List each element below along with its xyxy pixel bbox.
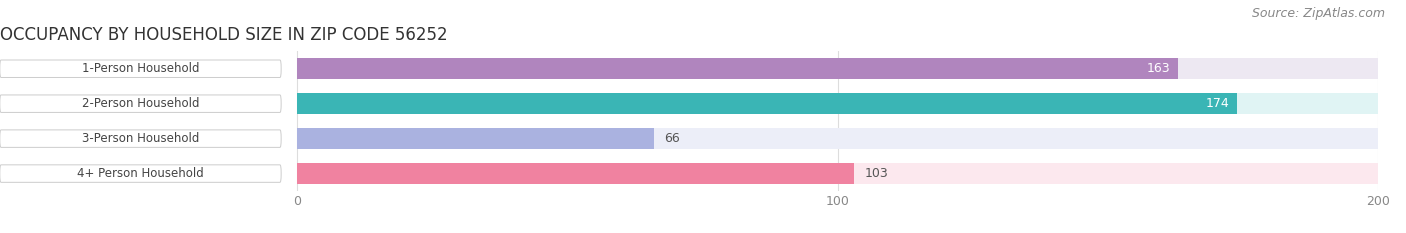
Text: 103: 103 [865, 167, 889, 180]
Bar [297, 58, 1378, 79]
Bar [297, 58, 1178, 79]
Text: 66: 66 [665, 132, 681, 145]
Text: 4+ Person Household: 4+ Person Household [77, 167, 204, 180]
Bar [297, 163, 1378, 184]
FancyBboxPatch shape [0, 165, 281, 182]
Bar [297, 128, 1378, 149]
FancyBboxPatch shape [0, 130, 281, 147]
Bar [297, 163, 853, 184]
Bar [297, 93, 1378, 114]
FancyBboxPatch shape [0, 60, 281, 77]
FancyBboxPatch shape [0, 95, 281, 113]
Text: 3-Person Household: 3-Person Household [82, 132, 200, 145]
Text: Source: ZipAtlas.com: Source: ZipAtlas.com [1251, 7, 1385, 20]
Text: 1-Person Household: 1-Person Household [82, 62, 200, 75]
Text: 2-Person Household: 2-Person Household [82, 97, 200, 110]
Bar [297, 93, 1237, 114]
Text: 163: 163 [1146, 62, 1170, 75]
Bar [297, 128, 654, 149]
Text: OCCUPANCY BY HOUSEHOLD SIZE IN ZIP CODE 56252: OCCUPANCY BY HOUSEHOLD SIZE IN ZIP CODE … [0, 26, 447, 44]
Text: 174: 174 [1205, 97, 1229, 110]
